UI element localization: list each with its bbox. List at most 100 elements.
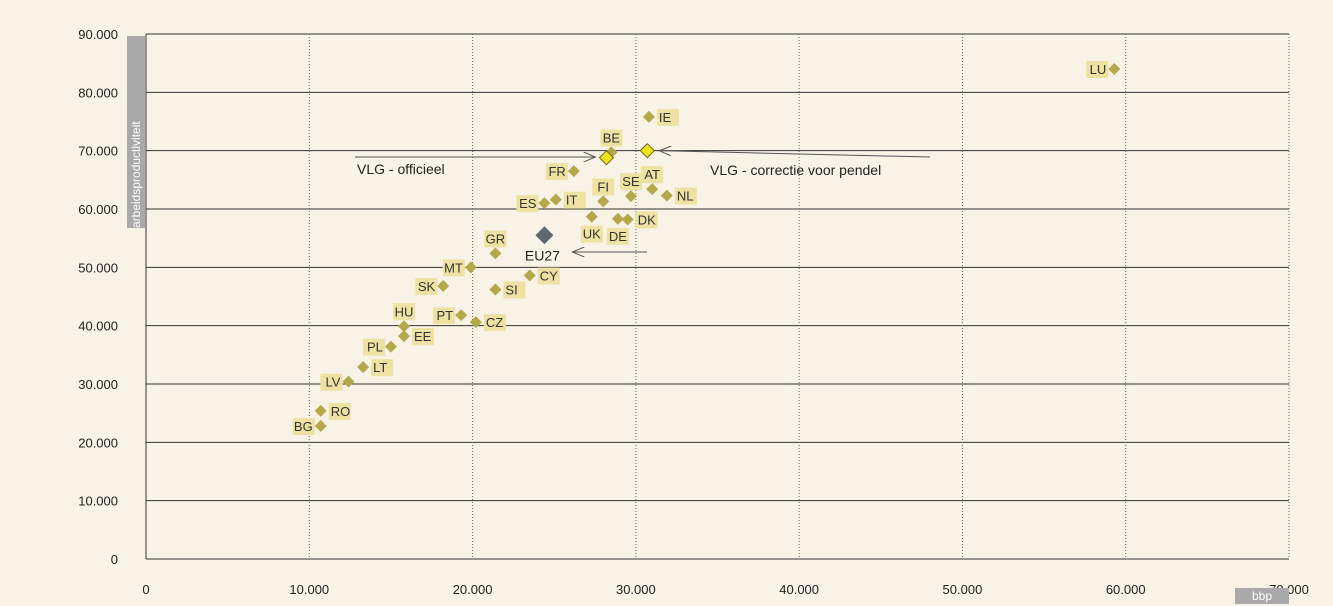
data-point	[567, 165, 580, 178]
official-label: VLG - officieel	[357, 161, 445, 177]
data-point	[621, 213, 634, 226]
point-label-bg	[537, 267, 560, 285]
corrected-arrow	[659, 151, 931, 158]
y-tick-label: 30.000	[78, 377, 118, 392]
x-tick-label: 0	[142, 582, 149, 597]
data-point	[1108, 63, 1121, 75]
data-point	[469, 316, 482, 329]
data-point	[314, 420, 327, 432]
point-label-bg	[371, 359, 394, 377]
x-axis-title-bg	[1235, 588, 1289, 604]
y-tick-label: 10.000	[78, 494, 118, 509]
data-point	[464, 261, 477, 274]
corrected-label: VLG - correctie voor pendel	[710, 162, 881, 178]
y-tick-label: 40.000	[78, 319, 118, 334]
point-label: FR	[548, 164, 565, 179]
point-label: IE	[659, 110, 672, 125]
point-label-bg	[516, 195, 539, 213]
point-label: NL	[677, 189, 694, 204]
point-label: CY	[540, 269, 558, 284]
eu27-label: EU27	[525, 247, 560, 263]
point-label-bg	[545, 163, 568, 181]
point-label: MT	[444, 260, 463, 275]
x-tick-label: 30.000	[616, 582, 656, 597]
point-label-bg	[484, 230, 507, 248]
point-label-bg	[503, 281, 526, 299]
data-point	[437, 280, 450, 292]
x-tick-label: 50.000	[943, 582, 983, 597]
point-label: SK	[418, 279, 436, 294]
y-tick-label: 20.000	[78, 435, 118, 450]
data-point	[384, 340, 397, 353]
y-tick-label: 0	[111, 552, 118, 567]
point-label: IT	[566, 193, 578, 208]
point-label-bg	[433, 307, 456, 325]
data-point	[489, 247, 502, 260]
point-label-bg	[563, 191, 586, 209]
axis-titles: arbeidsproductiviteit bbp	[127, 36, 1289, 604]
data-point	[646, 183, 659, 196]
point-label: LV	[326, 375, 341, 390]
data-point	[624, 190, 637, 203]
data-point	[357, 361, 370, 374]
y-tick-labels: 0 10.000 20.000 30.000 40.000 50.000 60.000 70.…	[78, 27, 118, 567]
point-label-bg	[606, 227, 629, 245]
data-point	[660, 189, 673, 202]
data-point	[597, 195, 610, 208]
point-label-bg	[656, 108, 679, 126]
data-point	[523, 269, 536, 282]
x-tick-labels: 010.00020.00030.00040.00050.00060.00070.…	[142, 582, 1309, 597]
data-point	[455, 309, 468, 322]
x-tick-label: 40.000	[779, 582, 819, 597]
y-tick-label: 80.000	[78, 85, 118, 100]
vlg-official-point	[598, 149, 615, 166]
point-label: EE	[414, 329, 432, 344]
point-label-bg	[442, 259, 465, 277]
point-label-bg	[592, 178, 615, 196]
data-points: LU IE BE FR AT SE NL FI IT ES UK DE DK GR MT CY SK SI PT CZ…	[292, 61, 1121, 435]
point-label-bg	[1086, 61, 1109, 78]
data-point	[489, 283, 502, 296]
y-axis-title-bg	[127, 36, 145, 228]
point-label: CZ	[486, 315, 503, 330]
point-label: BG	[294, 419, 313, 434]
y-tick-label: 60.000	[78, 202, 118, 217]
gridlines	[146, 33, 1290, 559]
point-label: PT	[437, 308, 454, 323]
point-label-bg	[328, 402, 351, 420]
point-label-bg	[483, 314, 506, 332]
point-label: AT	[644, 167, 660, 182]
data-point	[397, 320, 410, 333]
point-label-bg	[292, 418, 315, 435]
data-point	[314, 404, 327, 417]
point-label: DE	[609, 229, 627, 244]
data-point	[642, 110, 655, 123]
eu27-point	[535, 226, 554, 245]
data-point	[611, 212, 624, 225]
axes	[145, 34, 1289, 560]
point-label: LT	[373, 360, 387, 375]
x-tick-label: 10.000	[289, 582, 329, 597]
point-label-bg	[641, 166, 664, 184]
point-label: RO	[331, 404, 351, 419]
point-label: HU	[395, 304, 414, 319]
point-label-bg	[619, 173, 642, 191]
point-label: UK	[583, 227, 601, 242]
point-label-bg	[580, 225, 603, 243]
data-point	[585, 210, 598, 223]
y-tick-label: 50.000	[78, 260, 118, 275]
data-point	[538, 197, 551, 210]
point-label: DK	[638, 213, 656, 228]
point-label: BE	[603, 130, 621, 145]
point-label: PL	[367, 340, 383, 355]
point-label-bg	[320, 373, 343, 391]
point-label: GR	[486, 231, 506, 246]
point-label-bg	[635, 211, 658, 229]
point-label-bg	[392, 303, 415, 321]
x-tick-label: 60.000	[1106, 582, 1146, 597]
point-label: SI	[505, 283, 517, 298]
point-label-bg	[362, 338, 385, 356]
y-tick-label: 90.000	[78, 27, 118, 42]
point-label: LU	[1090, 62, 1107, 77]
